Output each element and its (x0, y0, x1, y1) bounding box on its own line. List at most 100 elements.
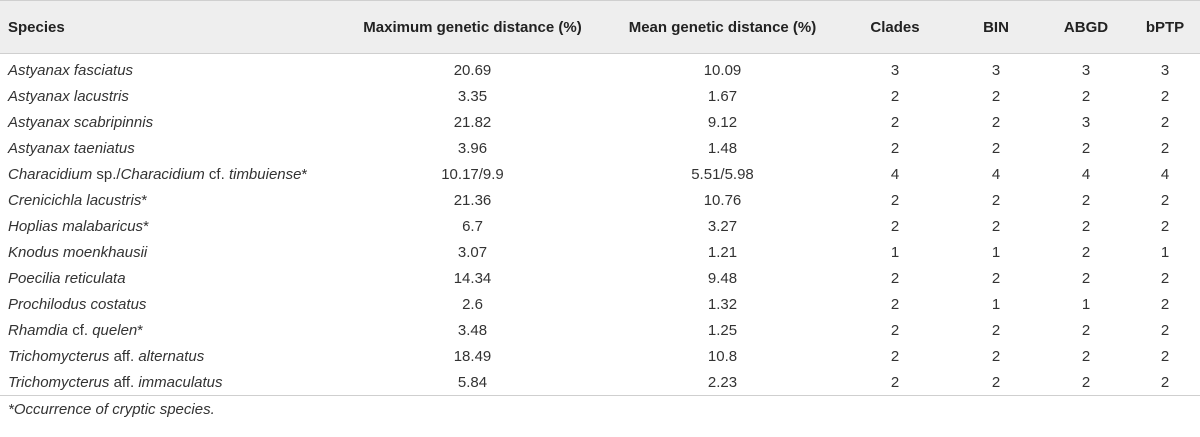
cell-bptp: 2 (1160, 139, 1170, 157)
cell-clades: 2 (890, 87, 900, 105)
species-name-part: cf. (68, 321, 93, 339)
cell-bptp: 2 (1130, 369, 1200, 396)
species-name-part: Rhamdia (8, 321, 69, 339)
cell-abgd: 2 (1081, 139, 1091, 157)
cell-abgd: 4 (1081, 165, 1091, 183)
cell-species: Characidium sp./Characidium cf. timbuien… (0, 161, 340, 187)
cell-bin: 2 (991, 347, 1001, 365)
cell-clades: 2 (890, 347, 900, 365)
cell-max-distance: 21.82 (453, 113, 492, 131)
species-name-part: Crenicichla lacustris (8, 191, 142, 209)
cell-bin: 2 (991, 217, 1001, 235)
header-bin: BIN (950, 0, 1042, 54)
cell-clades: 2 (840, 369, 950, 396)
table-row: Trichomycterus aff. immaculatus 5.84 2.23 2… (0, 369, 1200, 396)
cell-species: Trichomycterus aff. immaculatus (0, 369, 340, 396)
cell-abgd: 2 (1081, 321, 1091, 339)
header-row: Species Maximum genetic distance (%) Mea… (0, 0, 1200, 54)
table-row: Hoplias malabaricus* 6.7 3.27 2 2 2 2 (0, 213, 1200, 239)
cell-bptp: 2 (1160, 191, 1170, 209)
table-row: Astyanax lacustris 3.35 1.67 2 2 2 2 (0, 83, 1200, 109)
cell-max-distance: 14.34 (453, 269, 492, 287)
table-row: Characidium sp./Characidium cf. timbuien… (0, 161, 1200, 187)
species-name-part: Astyanax lacustris (8, 87, 129, 105)
cell-clades: 2 (890, 217, 900, 235)
species-name-part: Characidium (120, 165, 205, 183)
cell-species: Hoplias malabaricus* (0, 213, 340, 239)
header-bptp: bPTP (1130, 0, 1200, 54)
cell-clades: 2 (890, 321, 900, 339)
species-name-part: Astyanax fasciatus (8, 61, 134, 79)
table-row: Poecilia reticulata 14.34 9.48 2 2 2 2 (0, 265, 1200, 291)
cell-bptp: 4 (1160, 165, 1170, 183)
cell-bin: 2 (950, 369, 1042, 396)
cell-max-distance: 3.07 (457, 243, 488, 261)
table-row: Knodus moenkhausii 3.07 1.21 1 1 2 1 (0, 239, 1200, 265)
table-row: Astyanax fasciatus 20.69 10.09 3 3 3 3 (0, 54, 1200, 84)
cell-species: Crenicichla lacustris* (0, 187, 340, 213)
cell-bin: 2 (991, 87, 1001, 105)
cell-mean-distance: 10.09 (703, 61, 742, 79)
species-name-part: sp./ (92, 165, 121, 183)
cell-max-distance: 3.96 (457, 139, 488, 157)
cell-clades: 3 (890, 61, 900, 79)
table-row: Prochilodus costatus 2.6 1.32 2 1 1 2 (0, 291, 1200, 317)
cell-mean-distance: 1.25 (707, 321, 738, 339)
species-name-part: * (141, 191, 148, 209)
cell-mean-distance: 10.8 (707, 347, 738, 365)
table-body: Astyanax fasciatus 20.69 10.09 3 3 3 3 Astyanax… (0, 54, 1200, 396)
cell-abgd: 2 (1081, 87, 1091, 105)
header-species: Species (0, 0, 340, 54)
cell-bin: 1 (991, 295, 1001, 313)
cell-abgd: 2 (1081, 269, 1091, 287)
cell-bin: 2 (991, 139, 1001, 157)
table-row: Trichomycterus aff. alternatus 18.49 10.8 2… (0, 343, 1200, 369)
cell-abgd: 2 (1081, 191, 1091, 209)
cell-clades: 4 (890, 165, 900, 183)
cell-clades: 2 (890, 191, 900, 209)
species-name-part: Trichomycterus (8, 373, 110, 391)
cell-bin: 4 (991, 165, 1001, 183)
cell-species: Poecilia reticulata (0, 265, 340, 291)
cell-max-distance: 6.7 (462, 217, 483, 235)
cell-mean-distance: 2.23 (605, 369, 840, 396)
cell-bin: 1 (991, 243, 1001, 261)
species-distance-table: Species Maximum genetic distance (%) Mea… (0, 0, 1200, 396)
species-name-part: cf. (204, 165, 229, 183)
cell-mean-distance: 10.76 (703, 191, 742, 209)
cell-mean-distance: 9.48 (707, 269, 738, 287)
cell-max-distance: 3.35 (457, 87, 488, 105)
cell-species: Trichomycterus aff. alternatus (0, 343, 340, 369)
cell-max-distance: 10.17/9.9 (441, 165, 504, 183)
table-row: Crenicichla lacustris* 21.36 10.76 2 2 2 2 (0, 187, 1200, 213)
cell-max-distance: 20.69 (453, 61, 492, 79)
cell-max-distance: 21.36 (453, 191, 492, 209)
cell-max-distance: 18.49 (453, 347, 492, 365)
table-row: Astyanax taeniatus 3.96 1.48 2 2 2 2 (0, 135, 1200, 161)
header-max-distance: Maximum genetic distance (%) (340, 0, 605, 54)
cell-max-distance: 3.48 (457, 321, 488, 339)
cell-species: Astyanax fasciatus (0, 54, 340, 84)
cell-species: Prochilodus costatus (0, 291, 340, 317)
species-name-part: Knodus moenkhausii (8, 243, 148, 261)
cell-bptp: 2 (1160, 87, 1170, 105)
cell-bin: 2 (991, 191, 1001, 209)
header-mean-distance: Mean genetic distance (%) (605, 0, 840, 54)
cell-bin: 3 (991, 61, 1001, 79)
cell-mean-distance: 1.67 (707, 87, 738, 105)
species-name-part: aff. (109, 347, 139, 365)
species-name-part: quelen (92, 321, 138, 339)
cell-bin: 2 (991, 113, 1001, 131)
cell-max-distance: 2.6 (462, 295, 483, 313)
cell-bptp: 2 (1160, 321, 1170, 339)
species-name-part: * (301, 165, 308, 183)
cell-bptp: 2 (1160, 269, 1170, 287)
cell-bin: 2 (991, 321, 1001, 339)
cell-mean-distance: 1.21 (707, 243, 738, 261)
cell-mean-distance: 1.48 (707, 139, 738, 157)
cell-species: Astyanax taeniatus (0, 135, 340, 161)
cell-clades: 1 (890, 243, 900, 261)
species-name-part: immaculatus (138, 373, 223, 391)
cell-abgd: 3 (1081, 61, 1091, 79)
table-row: Astyanax scabripinnis 21.82 9.12 2 2 3 2 (0, 109, 1200, 135)
